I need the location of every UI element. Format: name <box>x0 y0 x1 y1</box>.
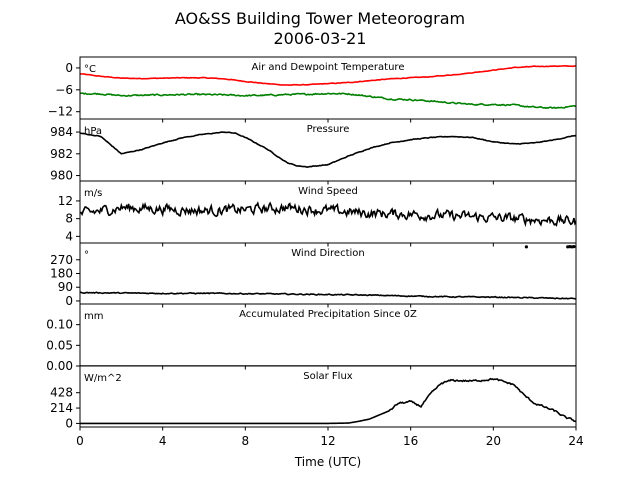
wdir-panel-title: Wind Direction <box>291 248 365 259</box>
solar-ytick-label: 214 <box>50 401 73 415</box>
panel-precip: 0.10 0.05 0.00 Accumulated Precipitation Si… <box>46 303 577 373</box>
solar-ytick-label: 0 <box>65 416 73 430</box>
pres-series-line-0 <box>80 131 576 169</box>
panel-temp: 0 −6 −12 Air and Dewpoint Temperature °C <box>48 56 577 123</box>
temp-panel-title: Air and Dewpoint Temperature <box>252 62 405 73</box>
wdir-unit-label: ° <box>84 250 89 261</box>
solar-ytick-label: 428 <box>50 386 73 400</box>
xtick-label: 0 <box>76 434 84 448</box>
xtick-label: 24 <box>568 434 583 448</box>
wspd-ytick-label: 8 <box>65 212 73 226</box>
temp-ytick-label: −6 <box>55 83 73 97</box>
wspd-panel-title: Wind Speed <box>298 186 358 197</box>
panel-wspd: 12 8 4 Wind Speed m/s <box>58 180 577 247</box>
pres-panel-title: Pressure <box>307 124 350 135</box>
wspd-unit-label: m/s <box>84 188 102 199</box>
wdir-ytick-label: 270 <box>50 253 73 267</box>
xtick-label: 20 <box>486 434 501 448</box>
temp-series-line-0 <box>80 65 576 86</box>
solar-series-line-0 <box>80 377 576 425</box>
precip-ytick-label: 0.05 <box>46 338 73 352</box>
figure-date: 2006-03-21 <box>274 29 367 48</box>
xtick-label: 12 <box>320 434 335 448</box>
wspd-series-line-0 <box>80 201 576 228</box>
pres-ytick-label: 980 <box>50 169 73 183</box>
xtick-label: 8 <box>242 434 250 448</box>
x-axis-label: Time (UTC) <box>294 455 361 469</box>
temp-ytick-label: 0 <box>65 61 73 75</box>
precip-ytick-label: 0.00 <box>46 359 73 373</box>
wdir-ytick-label: 180 <box>50 267 73 281</box>
wdir-data-point <box>524 245 529 249</box>
xtick-label: 4 <box>159 434 167 448</box>
wdir-series-line-0 <box>80 291 576 300</box>
pres-ytick-label: 984 <box>50 125 73 139</box>
xtick-label: 16 <box>403 434 418 448</box>
figure-title: AO&SS Building Tower Meteorogram <box>175 9 465 28</box>
panel-pres: 984 982 980 Pressure hPa <box>50 118 577 185</box>
temp-series-line-1 <box>80 92 576 110</box>
temp-unit-label: °C <box>84 64 96 75</box>
wspd-ytick-label: 12 <box>58 194 73 208</box>
precip-unit-label: mm <box>84 311 103 322</box>
wdir-ytick-label: 90 <box>58 280 73 294</box>
temp-ytick-label: −12 <box>48 105 73 119</box>
precip-ytick-label: 0.10 <box>46 318 73 332</box>
solar-unit-label: W/m^2 <box>84 373 122 384</box>
wdir-data-point <box>572 245 576 249</box>
wdir-ytick-label: 0 <box>65 294 73 308</box>
pres-ytick-label: 982 <box>50 147 73 161</box>
precip-panel-title: Accumulated Precipitation Since 0Z <box>239 309 417 320</box>
x-axis: 0 4 8 12 16 20 24 <box>76 434 583 448</box>
pres-unit-label: hPa <box>84 126 102 137</box>
wspd-ytick-label: 4 <box>65 229 73 243</box>
solar-panel-title: Solar Flux <box>303 371 353 382</box>
